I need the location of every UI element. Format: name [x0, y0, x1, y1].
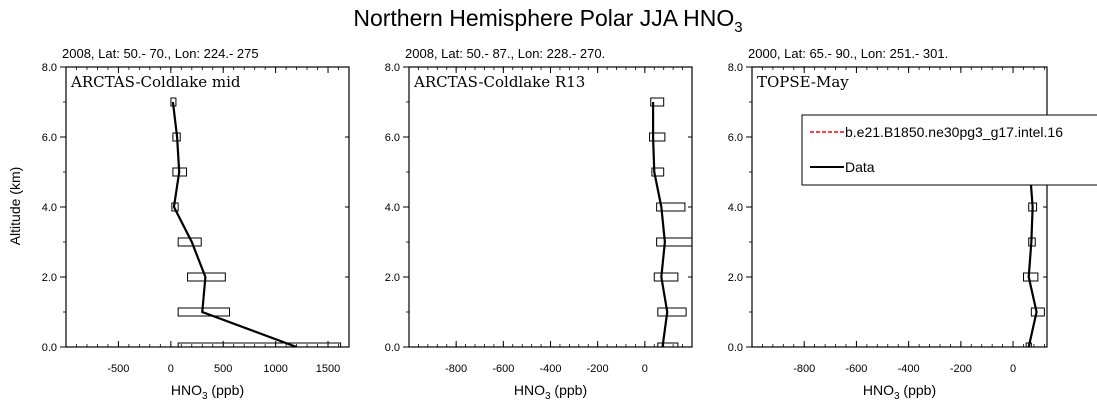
plot-frame — [408, 66, 693, 348]
campaign-label: ARCTAS-Coldlake R13 — [413, 73, 585, 91]
campaign-label: ARCTAS-Coldlake mid — [70, 73, 241, 91]
plot-frame — [751, 66, 1048, 348]
x-tick-label: 1500 — [316, 363, 340, 375]
y-tick-label: 6.0 — [385, 132, 400, 144]
x-tick-label: 0 — [168, 363, 174, 375]
data-box — [656, 202, 686, 212]
x-tick-label: 500 — [214, 363, 232, 375]
x-tick-label: 0 — [642, 363, 648, 375]
title-main: Northern Hemisphere Polar JJA HNO — [353, 5, 734, 31]
y-tick-label: 8.0 — [728, 62, 743, 74]
x-axis-label: HNO3 (ppb) — [514, 382, 587, 402]
y-tick-label: 4.0 — [728, 202, 743, 214]
y-tick-label: 4.0 — [385, 202, 400, 214]
plot-frame — [65, 66, 350, 348]
chart-panel-1: -500 0 500 1000 1500 0.0 2.0 4.0 6.0 8.0 2008, Lat… — [42, 46, 350, 402]
x-tick-label: -200 — [950, 363, 972, 375]
x-tick-label: -400 — [539, 363, 561, 375]
data-box — [1030, 307, 1045, 317]
y-tick-label: 2.0 — [728, 272, 743, 284]
x-tick-label: -600 — [492, 363, 514, 375]
y-tick-label: 8.0 — [42, 62, 57, 74]
x-tick-label: 0 — [1010, 363, 1016, 375]
x-axis-label: HNO3 (ppb) — [171, 382, 244, 402]
data-area — [649, 97, 692, 347]
x-tick-label: 1000 — [263, 363, 287, 375]
panel-header: 2008, Lat: 50.- 87., Lon: 228.- 270. — [405, 46, 605, 61]
y-tick-label: 4.0 — [42, 202, 57, 214]
data-box — [651, 167, 665, 177]
data-area — [170, 97, 342, 347]
y-axis-label: Altitude (km) — [7, 167, 23, 246]
title-subscript: 3 — [734, 19, 742, 36]
y-tick-label: 0.0 — [385, 342, 400, 354]
data-box — [657, 342, 679, 347]
data-box — [649, 132, 666, 142]
legend-model-label: b.e21.B1850.ne30pg3_g17.intel.16 — [845, 124, 1063, 140]
figure-title: Northern Hemisphere Polar JJA HNO3 — [353, 5, 742, 36]
data-line — [171, 101, 297, 347]
x-tick-label: -400 — [898, 363, 920, 375]
x-tick-label: -500 — [107, 363, 129, 375]
data-box — [650, 97, 665, 107]
y-tick-label: 2.0 — [385, 272, 400, 284]
data-box — [657, 307, 687, 317]
chart-panel-3: -800 -600 -400 -200 0 0.0 2.0 4.0 6.0 8.0 2000, La… — [728, 46, 1097, 402]
panel-header: 2000, Lat: 65.- 90., Lon: 251.- 301. — [748, 46, 948, 61]
data-line — [651, 102, 669, 347]
y-tick-label: 0.0 — [728, 342, 743, 354]
data-box — [653, 272, 679, 282]
x-axis-label: HNO3 (ppb) — [863, 382, 936, 402]
x-tick-label: -800 — [445, 363, 467, 375]
data-box — [187, 272, 226, 282]
panel-header: 2008, Lat: 50.- 70., Lon: 224.- 275 — [62, 46, 259, 61]
panels: -500 0 500 1000 1500 0.0 2.0 4.0 6.0 8.0 2008, Lat… — [42, 46, 1097, 402]
x-tick-label: -200 — [587, 363, 609, 375]
chart-panel-2: -800 -600 -400 -200 0 0.0 2.0 4.0 6.0 8.0 2008, La… — [385, 46, 693, 402]
y-tick-label: 2.0 — [42, 272, 57, 284]
legend-box — [801, 114, 1097, 186]
legend-data-label: Data — [845, 159, 875, 175]
campaign-label: TOPSE-May — [757, 73, 849, 91]
legend: b.e21.B1850.ne30pg3_g17.intel.16 Data — [801, 114, 1097, 186]
y-tick-label: 0.0 — [42, 342, 57, 354]
data-box — [177, 307, 231, 317]
y-tick-label: 6.0 — [42, 132, 57, 144]
x-tick-label: -800 — [793, 363, 815, 375]
y-tick-label: 6.0 — [728, 132, 743, 144]
data-box — [177, 342, 342, 347]
data-box — [656, 237, 692, 247]
x-tick-label: -600 — [845, 363, 867, 375]
data-box — [1023, 272, 1039, 282]
y-tick-label: 8.0 — [385, 62, 400, 74]
